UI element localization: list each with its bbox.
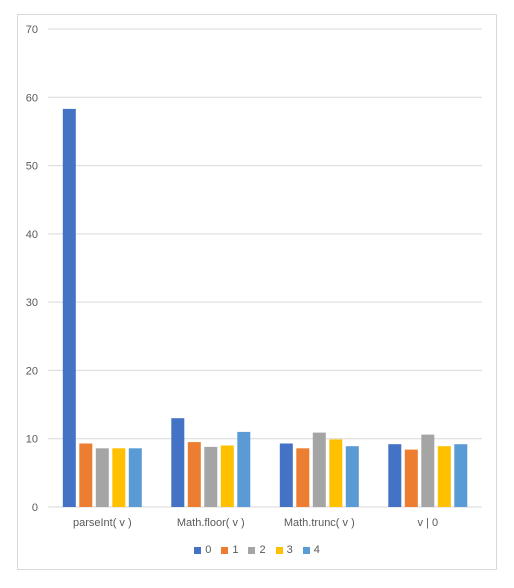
bar-series-4-cat-2 (345, 446, 359, 507)
legend-item-2: 2 (248, 544, 266, 556)
bar-series-2-cat-3 (421, 434, 435, 507)
legend-label: 1 (232, 544, 239, 556)
gridlines (48, 28, 482, 508)
y-tick-label: 40 (26, 229, 38, 241)
legend-label: 3 (286, 544, 293, 556)
y-axis-ticks: 0 10 20 30 40 50 60 70 (26, 24, 38, 514)
legend-swatch (275, 546, 283, 554)
bar-series-3-cat-2 (329, 439, 343, 507)
bar-series-2-cat-0 (95, 448, 109, 507)
legend-item-4: 4 (302, 544, 320, 556)
y-tick-label: 0 (32, 502, 38, 514)
legend-label: 2 (259, 544, 266, 556)
legend-swatch (221, 546, 229, 554)
bar-series-4-cat-3 (454, 444, 468, 507)
bar-series-2-cat-2 (312, 432, 326, 507)
y-tick-label: 60 (26, 92, 38, 104)
bar-series-0-cat-1 (171, 418, 185, 507)
x-tick-label: Math.trunc( v ) (284, 517, 355, 529)
y-tick-label: 50 (26, 161, 38, 173)
bar-series-3-cat-0 (112, 448, 126, 507)
legend-swatch (302, 546, 310, 554)
bar-series-3-cat-3 (437, 446, 451, 507)
bar-series-4-cat-1 (237, 431, 251, 507)
bar-series-0-cat-3 (388, 444, 402, 507)
bar-series-0-cat-2 (279, 443, 293, 507)
bar-series-3-cat-1 (220, 445, 234, 507)
legend-swatch (248, 546, 256, 554)
bar-series-1-cat-1 (187, 442, 201, 507)
bars (62, 108, 468, 508)
bar-series-4-cat-0 (128, 448, 142, 507)
legend-item-1: 1 (221, 544, 238, 556)
bar-series-1-cat-2 (296, 448, 310, 507)
x-tick-label: v | 0 (418, 517, 439, 529)
y-tick-label: 20 (26, 365, 38, 377)
legend-label: 0 (205, 544, 212, 556)
x-tick-label: Math.floor( v ) (177, 517, 245, 529)
bar-series-1-cat-0 (79, 443, 93, 507)
legend-label: 4 (313, 544, 320, 556)
bar-series-2-cat-1 (204, 446, 218, 507)
y-tick-label: 70 (26, 24, 38, 36)
legend: 0 1 2 3 4 (0, 542, 514, 558)
x-tick-label: parseInt( v ) (73, 517, 132, 529)
y-tick-label: 10 (26, 434, 38, 446)
legend-item-3: 3 (275, 544, 293, 556)
legend-swatch (194, 546, 202, 554)
legend-item-0: 0 (194, 544, 211, 556)
y-tick-label: 30 (26, 297, 38, 309)
bar-series-0-cat-0 (62, 108, 76, 508)
x-axis-ticks: parseInt( v ) Math.floor( v ) Math.trunc( … (73, 517, 438, 529)
bar-series-1-cat-3 (404, 449, 418, 507)
